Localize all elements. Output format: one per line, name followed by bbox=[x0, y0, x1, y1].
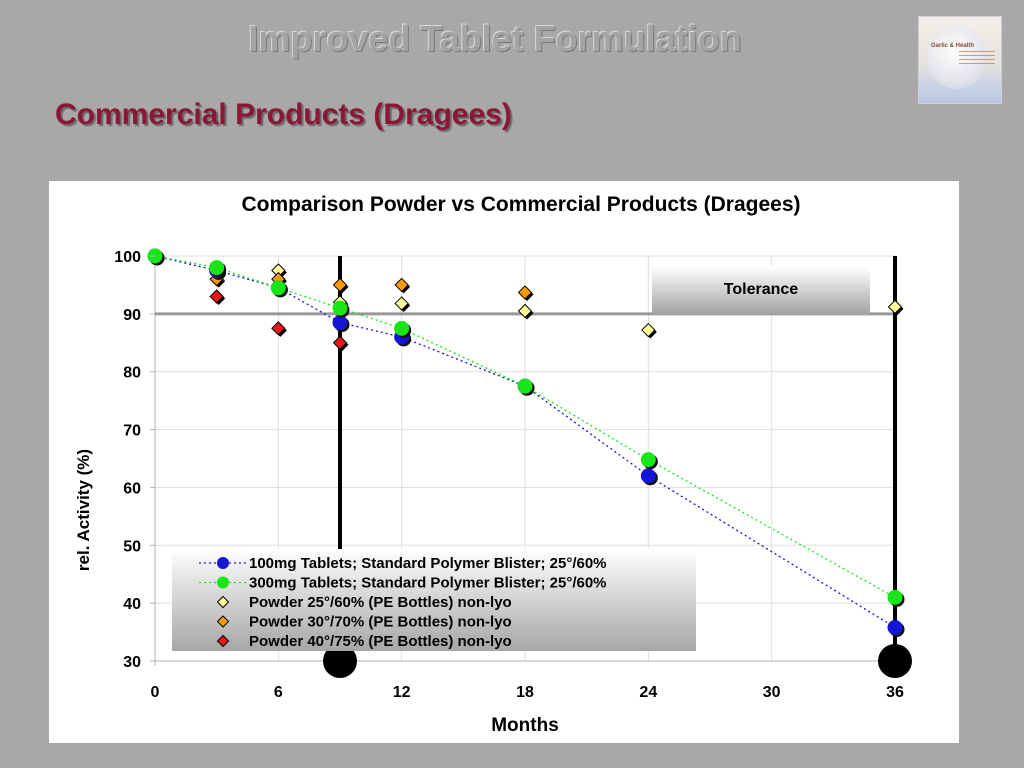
vertical-marker-dot bbox=[878, 644, 912, 678]
x-tick-label: 18 bbox=[516, 684, 534, 701]
data-point bbox=[640, 452, 656, 468]
data-point bbox=[517, 378, 533, 394]
legend-label: 100mg Tablets; Standard Polymer Blister;… bbox=[249, 555, 607, 572]
x-tick-label: 36 bbox=[886, 684, 904, 701]
y-tick-label: 80 bbox=[123, 365, 141, 382]
vertical-marker-dot bbox=[323, 644, 357, 678]
chart-panel: Comparison Powder vs Commercial Products… bbox=[49, 181, 959, 743]
data-point bbox=[887, 619, 903, 635]
data-point bbox=[332, 300, 348, 316]
legend-marker bbox=[216, 634, 230, 648]
chart-svg: Comparison Powder vs Commercial Products… bbox=[74, 193, 912, 736]
x-tick-label: 30 bbox=[763, 684, 781, 701]
x-tick-label: 0 bbox=[151, 684, 160, 701]
data-point bbox=[332, 277, 348, 293]
y-axis-label: rel. Activity (%) bbox=[74, 449, 93, 571]
data-point bbox=[394, 277, 409, 293]
x-tick-label: 24 bbox=[639, 684, 657, 701]
legend-marker bbox=[217, 557, 229, 569]
garlic-bulb-icon bbox=[927, 27, 987, 89]
y-tick-label: 100 bbox=[114, 249, 141, 266]
logo-text: Garlic & Health bbox=[931, 43, 975, 49]
y-tick-label: 30 bbox=[123, 654, 141, 671]
y-tick-label: 90 bbox=[123, 307, 141, 324]
garlic-health-logo: Garlic & Health bbox=[918, 16, 1002, 104]
data-point bbox=[640, 468, 656, 484]
data-point bbox=[887, 589, 903, 605]
chart-title: Comparison Powder vs Commercial Products… bbox=[242, 193, 801, 216]
tolerance-label: Tolerance bbox=[724, 281, 799, 298]
x-tick-label: 12 bbox=[393, 684, 411, 701]
data-point bbox=[209, 289, 224, 304]
y-tick-label: 70 bbox=[123, 423, 141, 440]
slide-subtitle: Commercial Products (Dragees) bbox=[55, 98, 512, 131]
data-point bbox=[270, 280, 286, 296]
legend-marker bbox=[216, 615, 230, 628]
x-axis-label: Months bbox=[491, 715, 559, 736]
data-point bbox=[517, 303, 533, 319]
legend: 100mg Tablets; Standard Polymer Blister;… bbox=[172, 549, 696, 651]
tolerance-box bbox=[652, 267, 870, 315]
points-layer bbox=[147, 248, 905, 637]
slide-title: Improved Tablet Formulation bbox=[248, 18, 742, 59]
data-point bbox=[394, 296, 409, 311]
legend-label: 300mg Tablets; Standard Polymer Blister;… bbox=[249, 575, 607, 592]
y-tick-label: 60 bbox=[123, 480, 141, 497]
legend-label: Powder 25°/60% (PE Bottles) non-lyo bbox=[249, 594, 512, 611]
data-point bbox=[517, 285, 533, 300]
logo-decoration bbox=[959, 51, 995, 67]
data-point bbox=[887, 299, 903, 315]
legend-marker bbox=[217, 576, 229, 589]
legend-label: Powder 30°/70% (PE Bottles) non-lyo bbox=[249, 614, 512, 631]
y-tick-label: 50 bbox=[123, 538, 141, 555]
data-point bbox=[394, 320, 410, 336]
y-tick-label: 40 bbox=[123, 596, 141, 613]
legend-label: Powder 40°/75% (PE Bottles) non-lyo bbox=[249, 633, 512, 650]
legend-marker bbox=[216, 595, 230, 609]
data-point bbox=[332, 335, 348, 350]
trendline-layer bbox=[154, 255, 896, 628]
trendline bbox=[154, 255, 896, 628]
tick-label-layer: 30 40 50 60 70 80 90 100 0 6 12 18 24 30 36 bbox=[114, 249, 904, 701]
x-tick-label: 6 bbox=[274, 684, 283, 701]
data-point bbox=[641, 322, 656, 338]
trendline bbox=[154, 255, 896, 598]
data-point bbox=[209, 260, 225, 276]
data-point bbox=[332, 315, 348, 331]
data-point bbox=[271, 321, 286, 336]
legend-box bbox=[172, 549, 696, 651]
